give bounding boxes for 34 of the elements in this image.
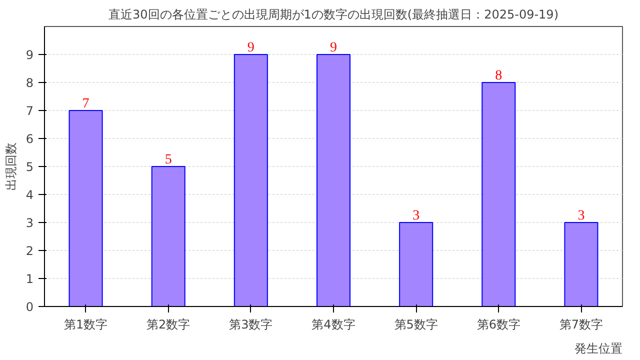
chart-title: 直近30回の各位置ごとの出現周期が1の数字の出現回数(最終抽選日：2025-09-19) <box>108 8 559 22</box>
bar <box>68 110 103 306</box>
y-tick-label: 6 <box>26 132 34 146</box>
y-tick-label: 2 <box>26 244 34 258</box>
x-tick-label: 第4数字 <box>312 318 356 332</box>
x-tick-label: 第3数字 <box>229 318 273 332</box>
y-tick-label: 3 <box>26 216 34 230</box>
data-label: 9 <box>330 40 337 56</box>
x-tick-label: 第6数字 <box>476 318 520 332</box>
y-tick-label: 7 <box>26 104 34 118</box>
y-tick-label: 0 <box>26 300 34 314</box>
y-tick-label: 1 <box>26 272 34 286</box>
bar <box>234 54 268 306</box>
x-tick-label: 第7数字 <box>559 318 604 332</box>
bar <box>151 166 186 306</box>
y-tick-label: 5 <box>26 160 34 174</box>
x-tick-label: 第1数字 <box>64 318 108 332</box>
y-tick-label: 8 <box>26 76 34 90</box>
data-label: 7 <box>82 96 90 112</box>
y-tick-label: 9 <box>26 48 34 62</box>
bar <box>564 222 598 306</box>
x-axis-title: 発生位置 <box>574 342 622 356</box>
data-label: 9 <box>247 40 254 56</box>
x-tick-label: 第5数字 <box>394 318 438 332</box>
data-label: 5 <box>164 152 172 168</box>
data-label: 3 <box>578 208 585 224</box>
data-label: 8 <box>495 68 502 84</box>
bar <box>482 82 516 306</box>
bar <box>316 54 351 306</box>
y-axis-title: 出現回数 <box>4 142 18 190</box>
y-tick-label: 4 <box>26 188 34 202</box>
data-label: 3 <box>412 208 420 224</box>
x-tick-label: 第2数字 <box>146 318 190 332</box>
bar <box>399 222 434 306</box>
